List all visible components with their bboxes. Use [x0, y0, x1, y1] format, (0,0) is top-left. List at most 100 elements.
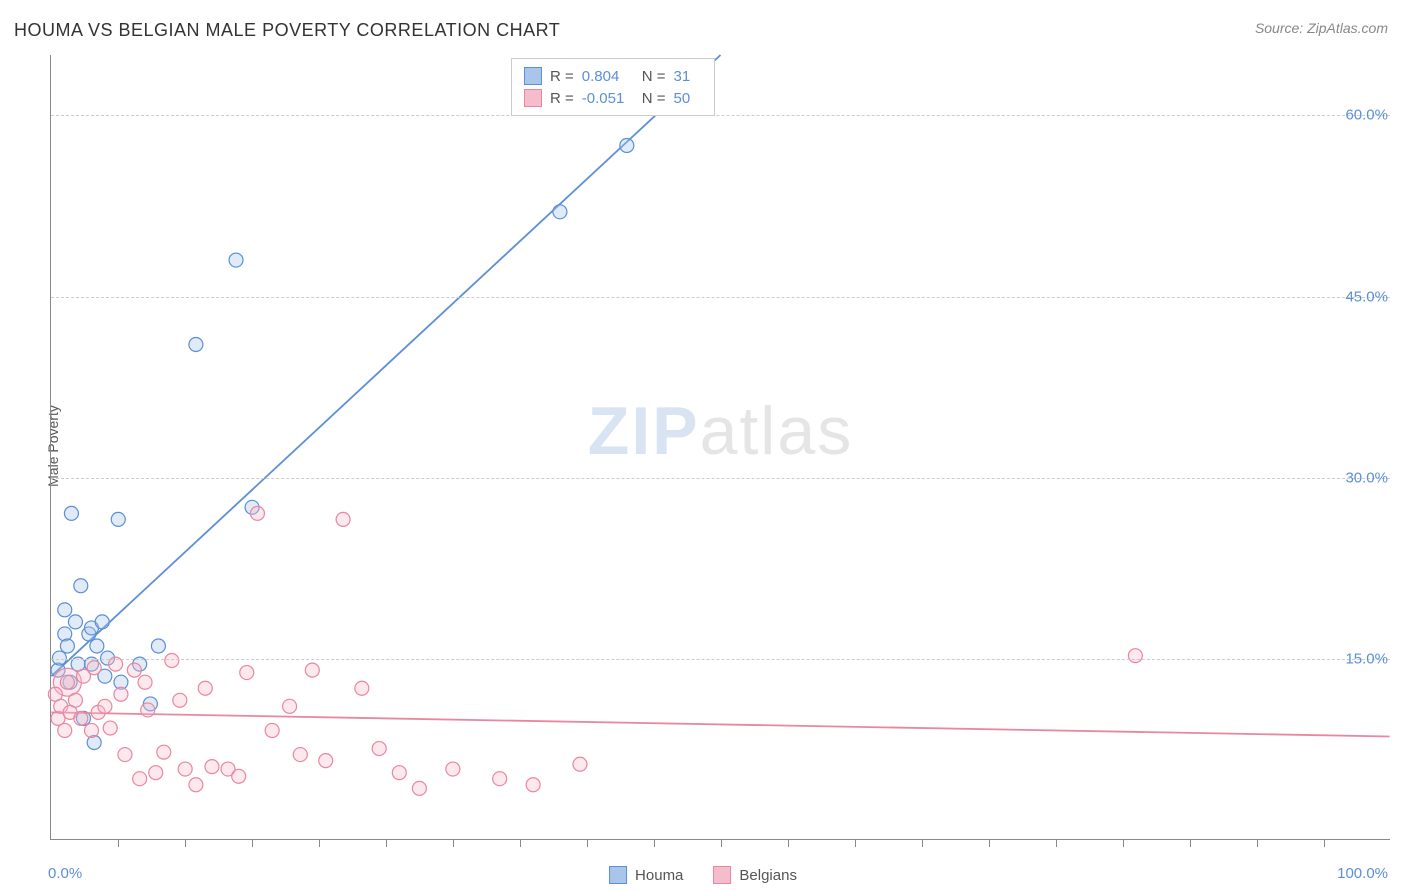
y-tick-label: 15.0%	[1345, 650, 1388, 667]
legend-stats-row: R = -0.051 N = 50	[524, 87, 702, 109]
data-point	[232, 769, 246, 783]
legend-r-label: R =	[550, 90, 574, 107]
chart-source: Source: ZipAtlas.com	[1255, 20, 1388, 36]
x-tick	[654, 839, 655, 847]
data-point	[127, 663, 141, 677]
data-point	[526, 778, 540, 792]
legend-n-label: N =	[642, 68, 666, 85]
chart-svg	[51, 55, 1390, 839]
x-tick	[788, 839, 789, 847]
data-point	[74, 711, 88, 725]
x-tick	[922, 839, 923, 847]
data-point	[157, 745, 171, 759]
x-tick	[520, 839, 521, 847]
x-tick	[989, 839, 990, 847]
data-point	[553, 205, 567, 219]
data-point	[87, 661, 101, 675]
legend-swatch	[524, 67, 542, 85]
data-point	[58, 603, 72, 617]
data-point	[250, 506, 264, 520]
x-tick	[319, 839, 320, 847]
y-tick-label: 30.0%	[1345, 469, 1388, 486]
x-tick	[453, 839, 454, 847]
data-point	[372, 742, 386, 756]
data-point	[293, 748, 307, 762]
x-tick	[721, 839, 722, 847]
data-point	[392, 766, 406, 780]
legend-n-label: N =	[642, 90, 666, 107]
legend-n-value: 50	[674, 90, 702, 107]
legend-series: Houma Belgians	[609, 866, 797, 884]
regression-line	[51, 712, 1389, 736]
data-point	[189, 337, 203, 351]
data-point	[240, 666, 254, 680]
data-point	[173, 693, 187, 707]
data-point	[198, 681, 212, 695]
x-tick	[185, 839, 186, 847]
data-point	[103, 721, 117, 735]
data-point	[305, 663, 319, 677]
data-point	[229, 253, 243, 267]
data-point	[60, 639, 74, 653]
legend-label: Houma	[635, 867, 683, 884]
data-point	[205, 760, 219, 774]
x-tick	[587, 839, 588, 847]
x-tick	[855, 839, 856, 847]
legend-n-value: 31	[674, 68, 702, 85]
gridline	[51, 297, 1390, 298]
legend-stats: R = 0.804 N = 31 R = -0.051 N = 50	[511, 58, 715, 116]
legend-r-value: -0.051	[582, 90, 634, 107]
data-point	[118, 748, 132, 762]
x-tick	[1123, 839, 1124, 847]
data-point	[90, 639, 104, 653]
x-tick-min: 0.0%	[48, 865, 82, 882]
gridline	[51, 115, 1390, 116]
data-point	[1128, 649, 1142, 663]
data-point	[64, 506, 78, 520]
x-tick	[252, 839, 253, 847]
legend-r-value: 0.804	[582, 68, 634, 85]
x-tick	[1257, 839, 1258, 847]
legend-swatch	[524, 89, 542, 107]
gridline	[51, 478, 1390, 479]
data-point	[151, 639, 165, 653]
data-point	[111, 512, 125, 526]
data-point	[165, 653, 179, 667]
data-point	[573, 757, 587, 771]
data-point	[58, 723, 72, 737]
data-point	[149, 766, 163, 780]
data-point	[60, 675, 74, 689]
legend-r-label: R =	[550, 68, 574, 85]
data-point	[68, 693, 82, 707]
x-tick	[118, 839, 119, 847]
x-tick	[1324, 839, 1325, 847]
data-point	[114, 687, 128, 701]
data-point	[283, 699, 297, 713]
plot-area: ZIPatlas R =0.804N =31R =-0.051N =50	[50, 55, 1390, 840]
data-point	[85, 723, 99, 737]
data-point	[141, 703, 155, 717]
legend-label: Belgians	[739, 867, 797, 884]
legend-item: Houma	[609, 866, 683, 884]
data-point	[74, 579, 88, 593]
data-point	[336, 512, 350, 526]
chart-title: HOUMA VS BELGIAN MALE POVERTY CORRELATIO…	[14, 20, 560, 41]
data-point	[189, 778, 203, 792]
data-point	[355, 681, 369, 695]
x-tick	[1056, 839, 1057, 847]
data-point	[620, 138, 634, 152]
legend-swatch	[609, 866, 627, 884]
chart-container: HOUMA VS BELGIAN MALE POVERTY CORRELATIO…	[0, 0, 1406, 892]
x-tick-max: 100.0%	[1337, 865, 1388, 882]
x-tick	[1190, 839, 1191, 847]
legend-stats-row: R = 0.804 N = 31	[524, 65, 702, 87]
data-point	[138, 675, 152, 689]
data-point	[446, 762, 460, 776]
legend-swatch	[713, 866, 731, 884]
gridline	[51, 659, 1390, 660]
data-point	[178, 762, 192, 776]
y-tick-label: 45.0%	[1345, 288, 1388, 305]
data-point	[319, 754, 333, 768]
data-point	[68, 615, 82, 629]
data-point	[265, 723, 279, 737]
